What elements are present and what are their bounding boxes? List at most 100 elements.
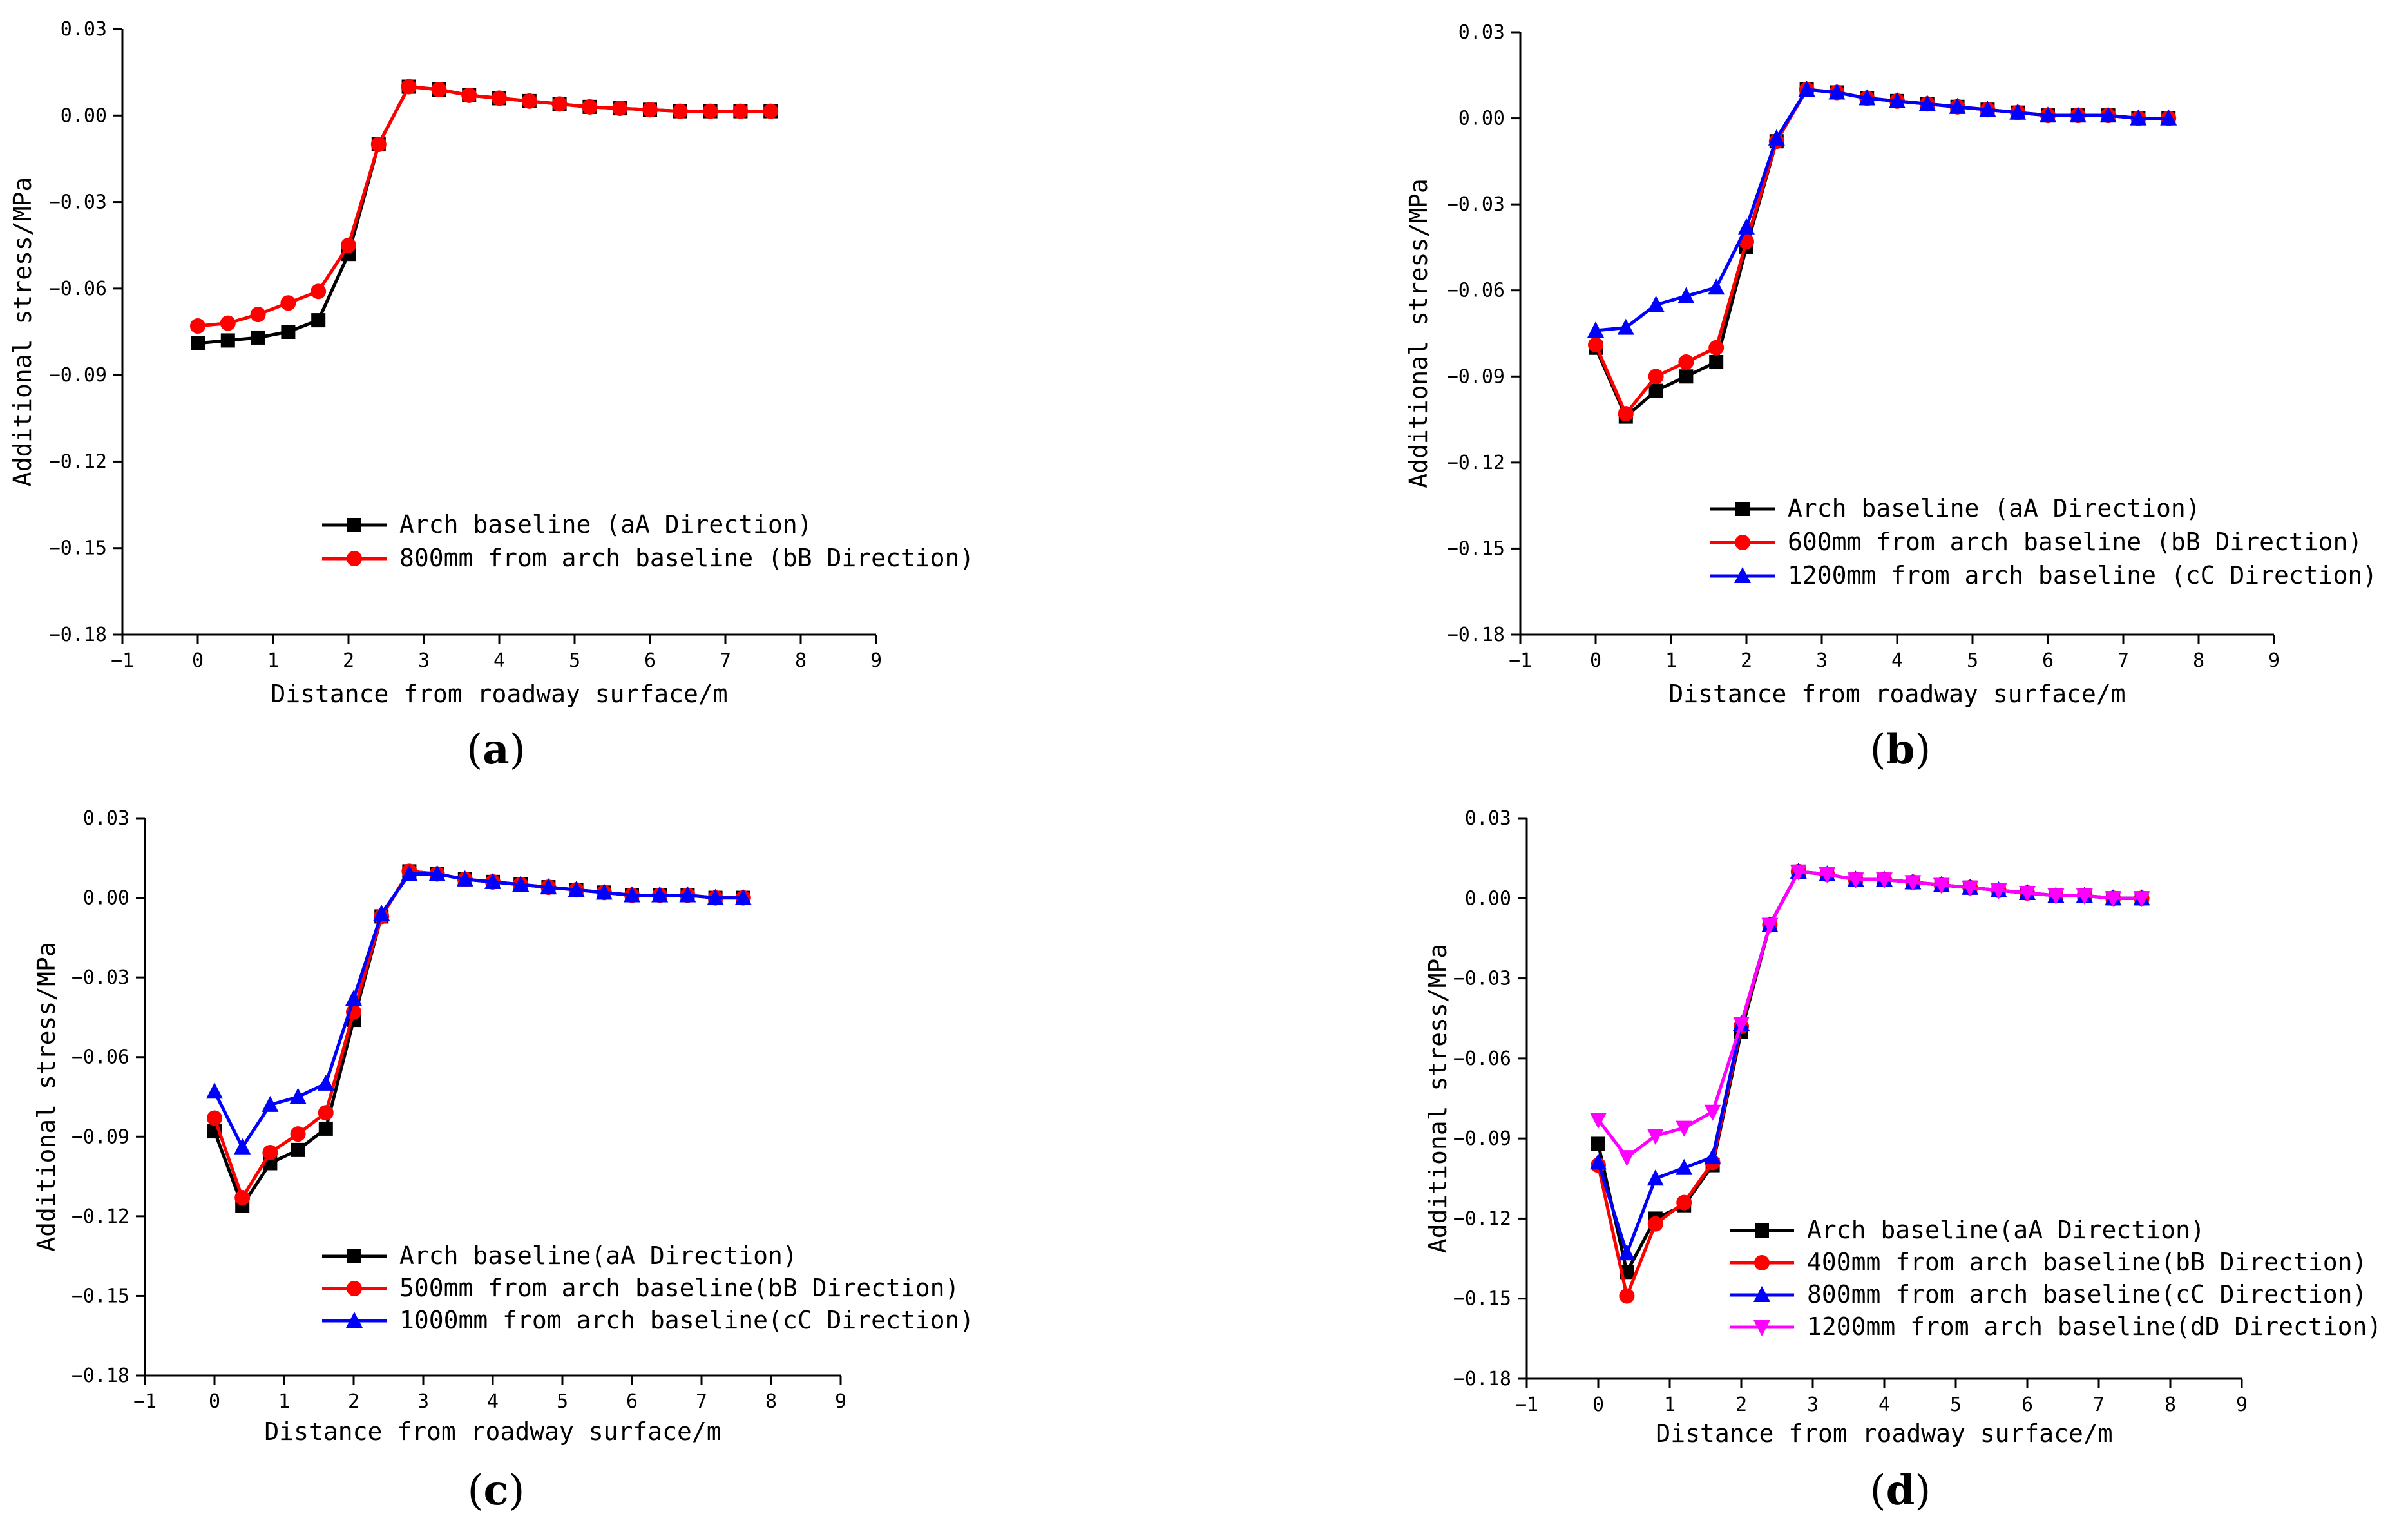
data-point — [206, 1082, 223, 1099]
legend-label: 1200mm from arch baseline(dD Direction) — [1807, 1312, 2382, 1341]
x-tick-label: 3 — [418, 649, 430, 672]
series-0 — [191, 79, 778, 350]
data-point — [1708, 278, 1725, 295]
data-point — [1676, 1194, 1692, 1211]
x-tick-label: 4 — [1878, 1394, 1890, 1416]
y-tick-label: −0.18 — [1447, 624, 1505, 646]
data-point — [1979, 101, 1996, 117]
legend-label: 600mm from arch baseline (bB Direction) — [1788, 528, 2362, 556]
x-tick-label: 4 — [493, 649, 505, 672]
x-tick-label: 0 — [1590, 649, 1601, 672]
data-point — [1678, 354, 1694, 370]
x-tick-label: 0 — [192, 649, 204, 672]
x-tick-label: 0 — [1592, 1394, 1604, 1416]
y-tick-label: 0.03 — [1465, 807, 1511, 830]
legend-marker — [346, 1312, 363, 1328]
series-1 — [1588, 82, 2177, 422]
y-tick-label: −0.15 — [49, 537, 107, 560]
x-tick-label: 5 — [1967, 649, 1978, 672]
series-0 — [1589, 82, 2176, 424]
data-point — [582, 99, 598, 115]
data-point — [734, 888, 752, 905]
data-point — [1618, 1150, 1636, 1167]
panel-caption-letter: b — [1886, 725, 1915, 774]
legend-label: 500mm from arch baseline(bB Direction) — [399, 1274, 959, 1302]
data-point — [1768, 129, 1785, 146]
data-point — [207, 1110, 222, 1126]
data-point — [220, 315, 236, 331]
panel-caption: (c) — [468, 1466, 525, 1515]
y-tick-label: −0.06 — [72, 1046, 129, 1069]
y-tick-label: −0.15 — [1453, 1288, 1511, 1310]
y-tick-label: −0.03 — [1447, 193, 1505, 216]
x-tick-label: 2 — [1741, 649, 1752, 672]
panel-caption: (a) — [466, 725, 525, 774]
panel-caption: (d) — [1870, 1466, 1931, 1515]
y-tick-label: 0.03 — [83, 807, 129, 830]
data-point — [290, 1126, 306, 1142]
y-axis-label: Additional stress/MPa — [1404, 178, 1433, 488]
x-tick-label: 6 — [2042, 649, 2054, 672]
legend-label: 1000mm from arch baseline(cC Direction) — [399, 1306, 974, 1334]
data-point — [2160, 109, 2177, 126]
y-tick-label: −0.12 — [72, 1205, 129, 1228]
data-point — [521, 93, 537, 109]
data-point — [540, 878, 557, 895]
x-tick-label: 9 — [835, 1390, 846, 1413]
data-point — [1591, 1136, 1605, 1151]
y-axis-label: Additional stress/MPa — [1424, 944, 1452, 1253]
data-point — [651, 886, 669, 903]
y-tick-label: −0.06 — [1453, 1048, 1511, 1070]
data-point — [1679, 369, 1694, 384]
data-point — [341, 237, 356, 253]
x-tick-label: 6 — [626, 1390, 638, 1413]
data-point — [679, 886, 696, 903]
data-point — [289, 1088, 307, 1104]
chart-panel-a: −1 0 1 2 3 4 5 6 7 8 9 0.03 0.00 −0.03 −0.06 −0.09 −0.12… — [8, 18, 974, 774]
data-point — [1647, 1129, 1664, 1145]
data-point — [1647, 1216, 1663, 1232]
x-tick-label: 2 — [343, 649, 354, 672]
x-tick-label: 5 — [1950, 1394, 1962, 1416]
legend-marker — [347, 1281, 362, 1296]
x-tick-label: 1 — [1665, 649, 1677, 672]
x-tick-label: 4 — [1891, 649, 1903, 672]
y-tick-label: −0.09 — [72, 1126, 129, 1148]
data-point — [311, 283, 327, 300]
legend-marker — [1753, 1286, 1770, 1302]
x-tick-label: 3 — [1816, 649, 1828, 672]
data-point — [2133, 891, 2150, 908]
data-point — [2019, 886, 2036, 902]
y-tick-label: −0.15 — [72, 1285, 129, 1307]
legend-marker — [1735, 502, 1750, 516]
panel-caption-letter: a — [483, 725, 509, 774]
y-tick-label: −0.03 — [49, 191, 107, 214]
data-point — [1704, 1104, 1721, 1121]
y-tick-label: −0.18 — [1453, 1368, 1511, 1390]
x-tick-label: 2 — [348, 1390, 359, 1413]
x-tick-label: −1 — [111, 649, 134, 672]
legend-marker — [347, 518, 361, 532]
data-point — [461, 87, 477, 103]
x-tick-label: 7 — [720, 649, 731, 672]
data-point — [732, 103, 749, 119]
x-tick-label: 4 — [487, 1390, 499, 1413]
data-point — [763, 103, 779, 119]
legend-label: Arch baseline (aA Direction) — [1788, 494, 2201, 523]
y-tick-label: 0.00 — [61, 104, 107, 127]
data-point — [456, 870, 473, 887]
series-2 — [1587, 81, 2177, 338]
data-point — [551, 96, 568, 112]
data-point — [1918, 95, 1936, 111]
y-tick-label: −0.18 — [72, 1365, 129, 1387]
data-point — [1889, 91, 1906, 108]
data-point — [318, 1105, 334, 1121]
data-point — [428, 865, 446, 881]
x-tick-label: 3 — [417, 1390, 429, 1413]
data-point — [1798, 81, 1815, 97]
x-axis-label: Distance from roadway surface/m — [1668, 680, 2125, 708]
data-point — [1876, 872, 1893, 889]
legend-label: Arch baseline (aA Direction) — [399, 510, 812, 539]
series-0 — [207, 864, 750, 1213]
